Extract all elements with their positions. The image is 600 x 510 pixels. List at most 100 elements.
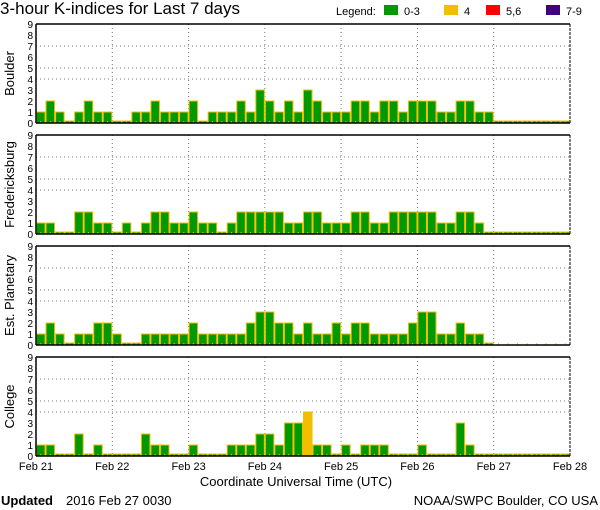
- y-tick-label: 4: [27, 186, 33, 197]
- x-tick-label: Feb 22: [95, 461, 129, 473]
- y-tick-label: 7: [27, 264, 33, 275]
- x-tick-label: Feb 23: [171, 461, 205, 473]
- panel-label: Boulder: [2, 50, 17, 95]
- y-tick-label: 8: [27, 253, 33, 264]
- k-bar: [140, 433, 151, 457]
- k-bar: [255, 433, 265, 457]
- y-tick-label: 3: [27, 308, 33, 319]
- k-bar: [45, 100, 56, 124]
- k-bar: [303, 411, 313, 457]
- y-tick-label: 7: [27, 153, 33, 164]
- k-bar: [159, 211, 170, 235]
- k-bar: [455, 322, 466, 346]
- x-tick-label: Feb 27: [477, 461, 511, 473]
- panel-label: Est. Planetary: [2, 255, 17, 336]
- y-tick-label: 4: [27, 297, 33, 308]
- x-tick-label: Feb 21: [19, 461, 53, 473]
- k-bar: [83, 211, 94, 235]
- y-tick-label: 3: [27, 86, 33, 97]
- k-bar: [188, 322, 199, 346]
- k-bar: [74, 433, 84, 457]
- k-bar: [407, 100, 418, 124]
- k-bar: [150, 100, 160, 124]
- k-bar: [407, 322, 418, 346]
- k-bar: [350, 211, 361, 235]
- y-tick-label: 1: [27, 330, 33, 341]
- k-bar: [417, 211, 427, 235]
- k-bar: [360, 211, 370, 235]
- k-bar: [303, 322, 313, 346]
- k-bar: [417, 311, 427, 346]
- k-bar: [455, 422, 466, 457]
- k-bar: [264, 311, 275, 346]
- k-bar: [303, 89, 313, 124]
- k-bar: [350, 100, 361, 124]
- k-bar: [426, 100, 437, 124]
- y-tick-label: 6: [27, 275, 33, 286]
- y-tick-label: 4: [27, 408, 33, 419]
- y-tick-label: 1: [27, 108, 33, 119]
- y-tick-label: 5: [27, 286, 33, 297]
- legend-entry: 5,6: [506, 6, 521, 18]
- y-tick-label: 2: [27, 208, 33, 219]
- y-tick-label: 2: [27, 97, 33, 108]
- k-bar: [331, 322, 342, 346]
- y-tick-label: 1: [27, 441, 33, 452]
- k-bar: [236, 211, 246, 235]
- y-tick-label: 0: [27, 452, 33, 463]
- legend-swatch: [486, 5, 500, 15]
- k-bar: [236, 100, 246, 124]
- source-credit: NOAA/SWPC Boulder, CO USA: [414, 493, 599, 508]
- k-bar: [245, 211, 256, 235]
- k-bar: [102, 322, 113, 346]
- k-bar: [312, 211, 323, 235]
- y-tick-label: 3: [27, 197, 33, 208]
- k-bar: [150, 211, 160, 235]
- updated-value: 2016 Feb 27 0030: [66, 493, 172, 508]
- k-bar: [274, 322, 284, 346]
- k-bar: [379, 100, 389, 124]
- k-bar: [455, 211, 466, 235]
- k-bar: [360, 100, 370, 124]
- k-bar: [74, 211, 84, 235]
- k-bar: [293, 422, 304, 457]
- k-bar: [188, 211, 199, 235]
- k-bar: [264, 100, 275, 124]
- k-bar: [360, 322, 370, 346]
- k-bar: [93, 322, 103, 346]
- x-axis-ticks: Feb 21 Feb 22 Feb 23 Feb 24 Feb 25 Feb 26 Feb …: [19, 461, 587, 473]
- y-tick-label: 8: [27, 142, 33, 153]
- k-bar: [255, 211, 265, 235]
- legend-swatch: [546, 5, 560, 15]
- k-bar: [264, 211, 275, 235]
- y-tick-label: 8: [27, 364, 33, 375]
- legend-swatch: [444, 5, 458, 15]
- panel-label: College: [2, 384, 17, 428]
- y-tick-label: 5: [27, 175, 33, 186]
- y-tick-label: 0: [27, 230, 33, 241]
- legend-entry: 7-9: [566, 6, 582, 18]
- y-tick-label: 9: [27, 131, 33, 142]
- k-bar: [388, 211, 399, 235]
- y-tick-label: 2: [27, 319, 33, 330]
- x-tick-label: Feb 25: [324, 461, 358, 473]
- x-tick-label: Feb 24: [248, 461, 282, 473]
- k-bar: [426, 211, 437, 235]
- y-tick-label: 2: [27, 430, 33, 441]
- k-bar: [465, 211, 475, 235]
- k-bar: [350, 322, 361, 346]
- x-tick-label: Feb 28: [553, 461, 587, 473]
- k-bar: [188, 100, 199, 124]
- k-bar: [312, 100, 323, 124]
- k-bar: [455, 100, 466, 124]
- legend-label: Legend:: [336, 6, 376, 18]
- y-tick-label: 0: [27, 341, 33, 352]
- y-tick-label: 6: [27, 386, 33, 397]
- legend: Legend: 0-3 4 5,6 7-9: [336, 5, 582, 18]
- k-bar: [303, 211, 313, 235]
- k-bar: [283, 422, 294, 457]
